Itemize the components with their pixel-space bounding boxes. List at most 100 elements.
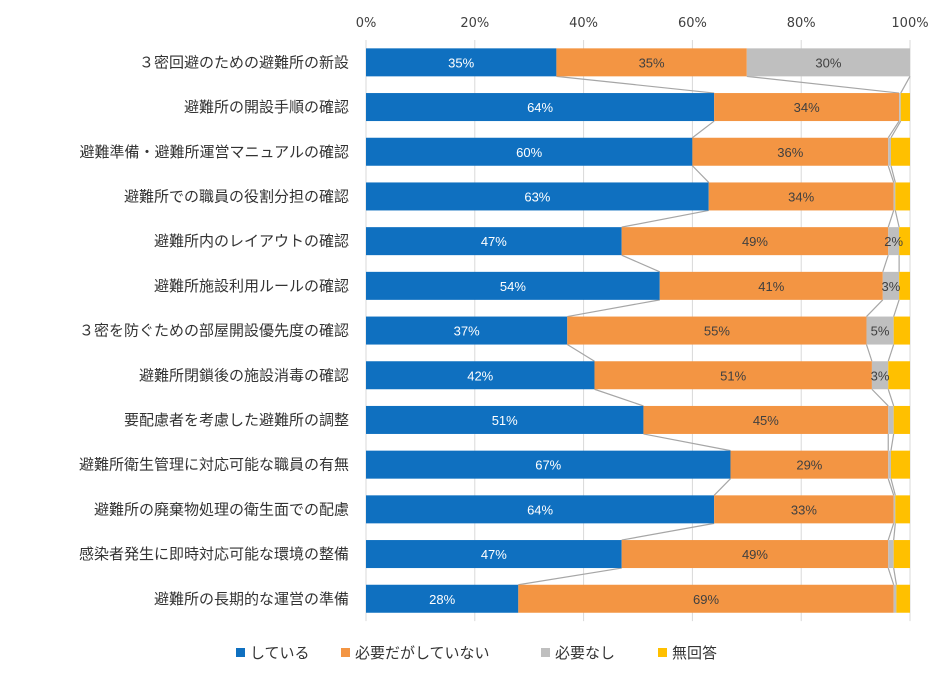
category-labels: ３密回避のための避難所の新設避難所の開設手順の確認避難準備・避難所運営マニュアル… bbox=[79, 53, 349, 607]
bar-segment bbox=[888, 137, 891, 166]
series-line bbox=[866, 299, 884, 317]
series-line bbox=[692, 120, 715, 139]
data-label: 47% bbox=[481, 234, 507, 249]
bar-segment bbox=[714, 495, 894, 524]
bar-segment bbox=[890, 450, 910, 479]
data-label: 49% bbox=[742, 547, 768, 562]
bar-segment bbox=[888, 405, 894, 434]
series-line bbox=[865, 344, 873, 362]
data-label: 69% bbox=[693, 592, 719, 607]
legend-swatch bbox=[658, 648, 667, 657]
data-label: 3% bbox=[871, 368, 890, 383]
data-label: 37% bbox=[454, 324, 480, 339]
bar-segment bbox=[893, 182, 896, 211]
series-line bbox=[890, 433, 895, 451]
data-label: 60% bbox=[516, 145, 542, 160]
series-line bbox=[887, 478, 895, 496]
data-label: 5% bbox=[871, 324, 890, 339]
bar-segment bbox=[366, 182, 709, 211]
category-label: 避難所衛生管理に対応可能な職員の有無 bbox=[79, 456, 349, 474]
series-line bbox=[621, 209, 709, 228]
category-label: 避難所の廃棄物処理の衛生面での配慮 bbox=[94, 500, 349, 518]
bar-segment bbox=[871, 361, 889, 390]
bar-segment bbox=[366, 584, 519, 613]
bar-segment bbox=[893, 584, 897, 613]
bar-segment bbox=[556, 48, 747, 77]
bar-segment bbox=[888, 540, 894, 569]
category-label: 避難所施設利用ルールの確認 bbox=[154, 277, 349, 295]
bar-segment bbox=[899, 271, 910, 300]
series-line bbox=[893, 523, 896, 541]
legend-label: 無回答 bbox=[672, 644, 717, 662]
category-label: 要配慮者を考慮した避難所の調整 bbox=[124, 411, 349, 429]
series-line bbox=[566, 344, 595, 362]
bar-segment bbox=[366, 540, 622, 569]
series-line bbox=[887, 210, 895, 228]
series-line bbox=[887, 344, 895, 362]
data-label: 34% bbox=[788, 189, 814, 204]
bar-segment bbox=[692, 137, 889, 166]
bar-segment bbox=[900, 93, 910, 122]
bar-segment bbox=[366, 137, 693, 166]
series-line bbox=[746, 75, 900, 94]
category-label: 避難所での職員の役割分担の確認 bbox=[124, 187, 349, 205]
data-label: 67% bbox=[535, 458, 561, 473]
bar-segment bbox=[888, 450, 891, 479]
legend-swatch bbox=[341, 648, 350, 657]
data-labels: 35% 35% 30% 64% 34% 60% 36% 63% 34% 47% 49% 2% 54% 41… bbox=[429, 55, 903, 606]
series-line bbox=[887, 120, 900, 139]
data-label: 51% bbox=[720, 368, 746, 383]
bar-segment bbox=[366, 48, 557, 77]
x-tick-label: 80% bbox=[787, 16, 816, 31]
bar-segment bbox=[888, 227, 900, 256]
series-line bbox=[887, 165, 895, 183]
legend-swatch bbox=[541, 648, 550, 657]
category-label: 避難所の開設手順の確認 bbox=[184, 98, 349, 116]
series-line bbox=[900, 76, 911, 94]
series-line bbox=[691, 165, 710, 183]
data-label: 36% bbox=[777, 145, 803, 160]
series-line bbox=[871, 388, 889, 407]
bars bbox=[366, 48, 910, 613]
series-line bbox=[887, 389, 895, 407]
bar-segment bbox=[621, 227, 889, 256]
x-tick-label: 20% bbox=[460, 16, 489, 31]
data-label: 33% bbox=[791, 502, 817, 517]
category-label: 避難所閉鎖後の施設消毒の確認 bbox=[139, 366, 349, 384]
data-label: 64% bbox=[527, 502, 553, 517]
bar-segment bbox=[730, 450, 889, 479]
series-line bbox=[890, 165, 896, 183]
bar-segment bbox=[366, 93, 715, 122]
bar-segment bbox=[366, 361, 595, 390]
legend-label: している bbox=[250, 644, 310, 662]
bar-segment bbox=[893, 405, 910, 434]
x-tick-label: 100% bbox=[891, 16, 928, 31]
series-line bbox=[713, 478, 731, 496]
bar-segment bbox=[899, 93, 901, 122]
series-line bbox=[643, 433, 731, 452]
data-label: 45% bbox=[753, 413, 779, 428]
bar-segment bbox=[895, 495, 910, 524]
bar-segment bbox=[714, 93, 900, 122]
bar-segment bbox=[866, 316, 894, 345]
category-label: 避難所内のレイアウトの確認 bbox=[154, 232, 349, 250]
series-line bbox=[890, 120, 902, 139]
bar-segment bbox=[893, 540, 910, 569]
data-label: 51% bbox=[492, 413, 518, 428]
data-label: 55% bbox=[704, 324, 730, 339]
bar-segment bbox=[366, 227, 622, 256]
bar-segment bbox=[366, 271, 660, 300]
series-line bbox=[594, 388, 644, 407]
bar-segment bbox=[366, 495, 715, 524]
legend: している 必要だがしていない 必要なし 無回答 bbox=[236, 644, 717, 662]
category-label: ３密を防ぐための部屋開設優先度の確認 bbox=[79, 322, 349, 340]
data-label: 34% bbox=[794, 100, 820, 115]
bar-segment bbox=[890, 137, 910, 166]
series-line bbox=[882, 254, 889, 273]
series-line bbox=[887, 523, 895, 541]
bar-segment bbox=[882, 271, 900, 300]
bar-segment bbox=[746, 48, 910, 77]
category-label: 感染者発生に即時対応可能な環境の整備 bbox=[79, 545, 349, 563]
series-line bbox=[890, 478, 896, 496]
